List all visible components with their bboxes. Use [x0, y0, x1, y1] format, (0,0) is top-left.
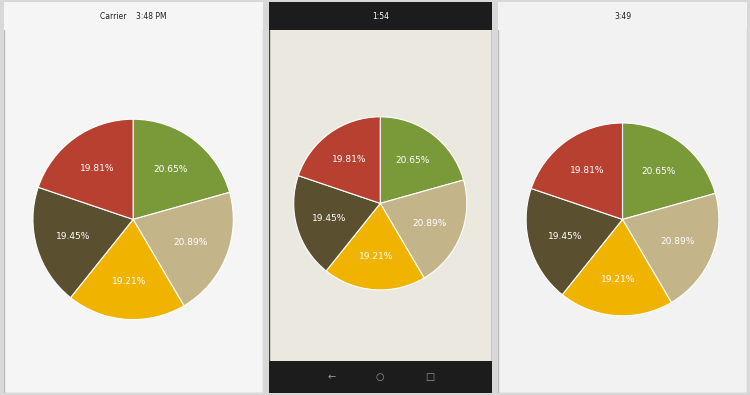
Text: 20.65%: 20.65% [154, 166, 188, 175]
Text: 19.81%: 19.81% [332, 155, 366, 164]
Text: 20.89%: 20.89% [413, 219, 447, 228]
Text: 19.45%: 19.45% [311, 214, 346, 223]
Text: 19.45%: 19.45% [56, 232, 91, 241]
Wedge shape [622, 123, 716, 219]
Text: 19.21%: 19.21% [112, 277, 146, 286]
Text: 19.21%: 19.21% [359, 252, 394, 261]
Wedge shape [380, 180, 466, 278]
Text: 19.81%: 19.81% [80, 164, 114, 173]
Bar [498, 2, 747, 30]
Text: ○: ○ [376, 372, 385, 382]
Text: 19.45%: 19.45% [548, 232, 582, 241]
Bar [4, 2, 262, 30]
Wedge shape [526, 188, 622, 295]
Wedge shape [562, 219, 671, 316]
Text: 20.89%: 20.89% [173, 238, 208, 247]
Wedge shape [298, 117, 380, 203]
Wedge shape [531, 123, 622, 219]
Text: ←: ← [327, 372, 335, 382]
Bar [268, 361, 492, 393]
Text: 1:54: 1:54 [372, 11, 388, 21]
Wedge shape [134, 119, 230, 219]
Bar [268, 2, 492, 30]
Wedge shape [134, 192, 233, 306]
Text: 3:49: 3:49 [614, 11, 631, 21]
Text: 20.65%: 20.65% [641, 167, 676, 176]
Wedge shape [294, 176, 380, 271]
Text: 19.81%: 19.81% [571, 166, 605, 175]
Text: 20.89%: 20.89% [661, 237, 695, 246]
Wedge shape [33, 187, 134, 297]
Text: Carrier    3:48 PM: Carrier 3:48 PM [100, 11, 166, 21]
Wedge shape [622, 194, 719, 303]
Text: □: □ [424, 372, 434, 382]
Wedge shape [380, 117, 464, 203]
Wedge shape [70, 219, 184, 320]
Wedge shape [38, 119, 134, 219]
Wedge shape [326, 203, 424, 290]
Text: 19.21%: 19.21% [601, 275, 635, 284]
Text: 20.65%: 20.65% [395, 156, 430, 165]
